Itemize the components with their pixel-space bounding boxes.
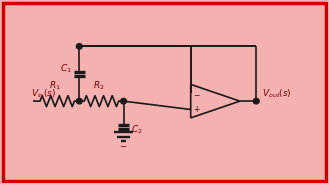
Circle shape — [76, 44, 82, 49]
Text: $R_1$: $R_1$ — [49, 79, 61, 92]
Circle shape — [76, 98, 82, 104]
Text: $V_{out}(s)$: $V_{out}(s)$ — [262, 87, 292, 100]
Circle shape — [253, 98, 259, 104]
Text: $-$: $-$ — [119, 140, 128, 149]
Text: $+$: $+$ — [193, 104, 200, 114]
Text: $C_2$: $C_2$ — [132, 123, 143, 136]
Circle shape — [121, 98, 126, 104]
Text: $R_2$: $R_2$ — [93, 79, 105, 92]
Text: $-$: $-$ — [193, 89, 200, 98]
Text: $C_1$: $C_1$ — [60, 62, 71, 75]
Text: $V_{in}(s)$: $V_{in}(s)$ — [31, 87, 56, 100]
